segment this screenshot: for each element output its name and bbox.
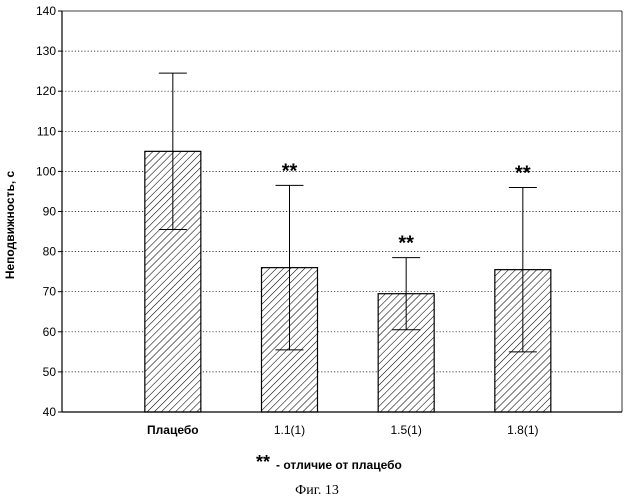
y-tick-label: 120 xyxy=(36,84,56,98)
figure-caption: Фиг. 13 xyxy=(295,483,339,498)
significance-marker: ** xyxy=(398,233,414,255)
y-tick-label: 70 xyxy=(43,285,57,299)
y-tick-label: 40 xyxy=(43,405,57,419)
y-tick-label: 90 xyxy=(43,205,57,219)
y-tick-label: 110 xyxy=(37,124,56,138)
significance-marker: ** xyxy=(282,160,298,182)
y-tick-label: 80 xyxy=(43,245,57,259)
y-tick-label: 50 xyxy=(43,365,57,379)
y-tick-label: 140 xyxy=(36,4,56,18)
x-tick-label: 1.5(1) xyxy=(390,423,421,437)
x-tick-label: Плацебо xyxy=(147,423,199,437)
y-tick-label: 130 xyxy=(36,44,56,58)
significance-marker: ** xyxy=(515,162,531,184)
y-axis-label: Неподвижность, с xyxy=(3,171,17,280)
bars xyxy=(145,73,551,412)
y-tick-label: 100 xyxy=(36,164,56,178)
x-tick-label: 1.8(1) xyxy=(507,423,538,437)
x-tick-label: 1.1(1) xyxy=(274,423,305,437)
legend-note-text: - отличие от плацебо xyxy=(276,458,402,472)
legend-note-mark: ** xyxy=(256,452,270,472)
y-tick-label: 60 xyxy=(43,325,57,339)
